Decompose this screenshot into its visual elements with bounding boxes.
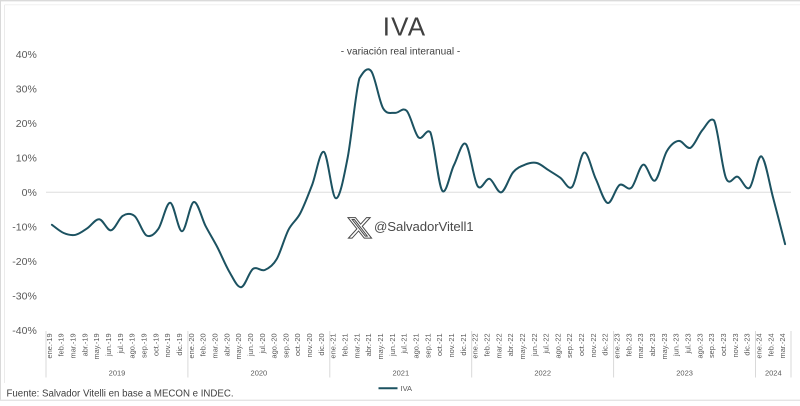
svg-text:oct.-21: oct.-21 <box>435 333 444 356</box>
svg-text:abr.-22: abr.-22 <box>506 333 515 356</box>
svg-text:may.-21: may.-21 <box>376 333 385 359</box>
svg-text:0%: 0% <box>22 187 37 199</box>
svg-text:20%: 20% <box>16 118 37 130</box>
svg-text:Fuente: Salvador Vitelli en ba: Fuente: Salvador Vitelli en base a MECON… <box>7 388 234 399</box>
svg-text:dic.-23: dic.-23 <box>743 333 752 355</box>
svg-text:nov.-23: nov.-23 <box>731 333 740 357</box>
svg-text:may.-20: may.-20 <box>234 333 243 359</box>
svg-text:sep.-20: sep.-20 <box>281 333 290 358</box>
svg-text:2020: 2020 <box>251 368 268 377</box>
svg-text:-40%: -40% <box>12 325 37 337</box>
svg-text:mar.-22: mar.-22 <box>494 333 503 358</box>
svg-text:feb.-21: feb.-21 <box>341 333 350 356</box>
svg-text:oct.-22: oct.-22 <box>577 333 586 356</box>
svg-text:ene.-23: ene.-23 <box>613 333 622 358</box>
svg-text:40%: 40% <box>16 49 37 61</box>
svg-text:dic.-21: dic.-21 <box>459 333 468 355</box>
svg-text:2022: 2022 <box>534 368 551 377</box>
svg-text:ene.-19: ene.-19 <box>45 333 54 358</box>
svg-text:ene.-21: ene.-21 <box>329 333 338 358</box>
svg-text:- variación real interanual -: - variación real interanual - <box>341 47 461 58</box>
svg-text:jul.-21: jul.-21 <box>400 333 409 354</box>
svg-text:ago.-22: ago.-22 <box>553 333 562 358</box>
svg-text:-30%: -30% <box>12 291 37 303</box>
svg-text:-10%: -10% <box>12 221 37 233</box>
svg-text:-20%: -20% <box>12 256 37 268</box>
svg-text:ago.-19: ago.-19 <box>128 333 137 358</box>
svg-text:ene.-22: ene.-22 <box>471 333 480 358</box>
svg-text:jul.-23: jul.-23 <box>684 333 693 354</box>
svg-text:oct.-23: oct.-23 <box>719 333 728 356</box>
svg-text:jun.-22: jun.-22 <box>530 333 539 357</box>
svg-text:dic.-22: dic.-22 <box>601 333 610 355</box>
svg-text:nov.-22: nov.-22 <box>589 333 598 357</box>
svg-text:30%: 30% <box>16 83 37 95</box>
svg-text:sep.-22: sep.-22 <box>565 333 574 358</box>
svg-text:mar.-24: mar.-24 <box>778 333 787 358</box>
svg-text:nov.-21: nov.-21 <box>447 333 456 357</box>
svg-text:ene.-20: ene.-20 <box>187 333 196 358</box>
svg-text:jun.-21: jun.-21 <box>388 333 397 357</box>
svg-text:feb.-20: feb.-20 <box>199 333 208 356</box>
svg-text:jul.-22: jul.-22 <box>542 333 551 354</box>
svg-text:ago.-21: ago.-21 <box>412 333 421 358</box>
svg-text:@SalvadorVitell1: @SalvadorVitell1 <box>374 219 474 234</box>
svg-text:dic.-20: dic.-20 <box>317 333 326 355</box>
svg-text:mar.-23: mar.-23 <box>636 333 645 358</box>
svg-text:may.-22: may.-22 <box>518 333 527 359</box>
svg-text:feb.-19: feb.-19 <box>57 333 66 356</box>
svg-text:ago.-23: ago.-23 <box>695 333 704 358</box>
svg-text:feb.-23: feb.-23 <box>624 333 633 356</box>
svg-text:2021: 2021 <box>392 368 409 377</box>
svg-text:oct.-19: oct.-19 <box>151 333 160 356</box>
svg-text:IVA: IVA <box>383 12 427 42</box>
svg-text:mar.-20: mar.-20 <box>211 333 220 358</box>
svg-text:feb.-24: feb.-24 <box>766 333 775 356</box>
svg-text:2024: 2024 <box>765 368 782 377</box>
svg-text:may.-23: may.-23 <box>660 333 669 359</box>
svg-text:abr.-19: abr.-19 <box>80 333 89 356</box>
svg-text:feb.-22: feb.-22 <box>483 333 492 356</box>
svg-text:dic.-19: dic.-19 <box>175 333 184 355</box>
svg-text:2019: 2019 <box>109 368 126 377</box>
svg-text:jun.-19: jun.-19 <box>104 333 113 357</box>
svg-text:mar.-19: mar.-19 <box>69 333 78 358</box>
svg-text:sep.-19: sep.-19 <box>140 333 149 358</box>
svg-text:mar.-21: mar.-21 <box>352 333 361 358</box>
svg-text:abr.-23: abr.-23 <box>648 333 657 356</box>
svg-text:jun.-20: jun.-20 <box>246 333 255 357</box>
svg-text:10%: 10% <box>16 152 37 164</box>
svg-text:may.-19: may.-19 <box>92 333 101 359</box>
svg-text:abr.-21: abr.-21 <box>364 333 373 356</box>
svg-text:jun.-23: jun.-23 <box>672 333 681 357</box>
svg-text:abr.-20: abr.-20 <box>222 333 231 356</box>
svg-text:nov.-19: nov.-19 <box>163 333 172 357</box>
svg-text:oct.-20: oct.-20 <box>293 333 302 356</box>
svg-text:2023: 2023 <box>676 368 693 377</box>
svg-text:jul.-19: jul.-19 <box>116 333 125 354</box>
svg-text:sep.-21: sep.-21 <box>423 333 432 358</box>
svg-text:ene.-24: ene.-24 <box>754 333 763 358</box>
svg-text:IVA: IVA <box>401 384 413 393</box>
svg-text:ago.-20: ago.-20 <box>270 333 279 358</box>
svg-text:nov.-20: nov.-20 <box>305 333 314 357</box>
svg-text:jul.-20: jul.-20 <box>258 333 267 354</box>
svg-text:sep.-23: sep.-23 <box>707 333 716 358</box>
